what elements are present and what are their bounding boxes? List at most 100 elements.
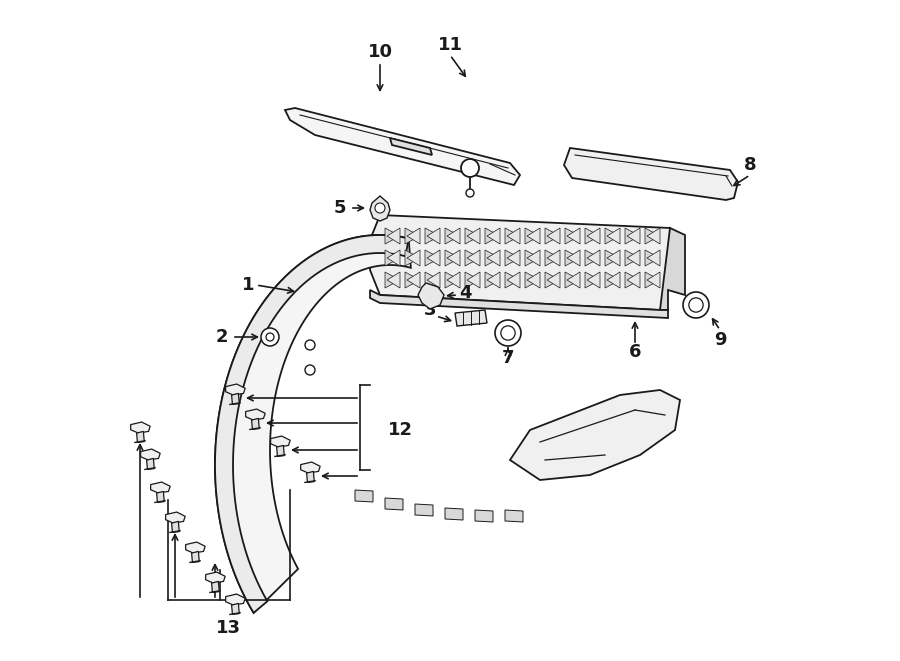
- Polygon shape: [487, 228, 500, 244]
- Polygon shape: [445, 228, 460, 244]
- Polygon shape: [405, 228, 420, 244]
- Polygon shape: [215, 235, 410, 613]
- Polygon shape: [607, 228, 620, 244]
- Polygon shape: [427, 272, 440, 288]
- Polygon shape: [647, 250, 660, 266]
- Polygon shape: [172, 522, 179, 533]
- Polygon shape: [231, 603, 239, 615]
- Polygon shape: [385, 250, 400, 266]
- Polygon shape: [390, 138, 432, 155]
- Polygon shape: [465, 272, 480, 288]
- Polygon shape: [485, 250, 500, 266]
- Polygon shape: [147, 458, 154, 469]
- Polygon shape: [645, 250, 660, 266]
- Text: 8: 8: [743, 156, 756, 174]
- Polygon shape: [231, 393, 239, 405]
- Polygon shape: [447, 228, 460, 244]
- Polygon shape: [407, 228, 420, 244]
- Polygon shape: [226, 594, 245, 605]
- Polygon shape: [475, 510, 493, 522]
- Circle shape: [266, 333, 274, 341]
- Polygon shape: [467, 228, 480, 244]
- Polygon shape: [252, 418, 259, 430]
- Polygon shape: [387, 272, 400, 288]
- Polygon shape: [565, 228, 580, 244]
- Polygon shape: [370, 196, 390, 221]
- Polygon shape: [585, 228, 600, 244]
- Polygon shape: [567, 228, 580, 244]
- Polygon shape: [645, 272, 660, 288]
- Circle shape: [461, 159, 479, 177]
- Polygon shape: [607, 250, 620, 266]
- Polygon shape: [137, 432, 144, 442]
- Polygon shape: [166, 512, 185, 523]
- Polygon shape: [418, 283, 444, 309]
- Polygon shape: [157, 491, 164, 502]
- Polygon shape: [185, 542, 205, 553]
- Circle shape: [495, 320, 521, 346]
- Polygon shape: [276, 446, 284, 457]
- Polygon shape: [445, 250, 460, 266]
- Text: 7: 7: [502, 349, 514, 367]
- Polygon shape: [205, 572, 225, 583]
- Text: 13: 13: [215, 619, 240, 637]
- Polygon shape: [140, 449, 160, 460]
- Polygon shape: [545, 250, 560, 266]
- Polygon shape: [525, 272, 540, 288]
- Polygon shape: [385, 498, 403, 510]
- Polygon shape: [427, 250, 440, 266]
- Polygon shape: [370, 215, 672, 310]
- Polygon shape: [487, 272, 500, 288]
- Circle shape: [305, 340, 315, 350]
- Text: 2: 2: [216, 328, 229, 346]
- Text: 1: 1: [242, 276, 254, 294]
- Polygon shape: [301, 462, 320, 473]
- Polygon shape: [545, 272, 560, 288]
- Polygon shape: [505, 272, 520, 288]
- Polygon shape: [355, 490, 373, 502]
- Text: 5: 5: [334, 199, 346, 217]
- Polygon shape: [547, 272, 560, 288]
- Polygon shape: [415, 504, 433, 516]
- Polygon shape: [246, 409, 266, 420]
- Polygon shape: [525, 250, 540, 266]
- Polygon shape: [605, 228, 620, 244]
- Polygon shape: [605, 272, 620, 288]
- Polygon shape: [567, 272, 580, 288]
- Circle shape: [683, 292, 709, 318]
- Polygon shape: [587, 250, 600, 266]
- Polygon shape: [564, 148, 738, 200]
- Polygon shape: [607, 272, 620, 288]
- Polygon shape: [215, 235, 409, 613]
- Text: 3: 3: [424, 301, 436, 319]
- Polygon shape: [660, 228, 685, 310]
- Polygon shape: [527, 250, 540, 266]
- Polygon shape: [647, 228, 660, 244]
- Polygon shape: [525, 228, 540, 244]
- Polygon shape: [425, 250, 440, 266]
- Polygon shape: [545, 228, 560, 244]
- Polygon shape: [627, 272, 640, 288]
- Polygon shape: [445, 508, 463, 520]
- Polygon shape: [150, 482, 170, 493]
- Polygon shape: [510, 390, 680, 480]
- Polygon shape: [587, 228, 600, 244]
- Polygon shape: [407, 272, 420, 288]
- Polygon shape: [387, 228, 400, 244]
- Polygon shape: [427, 228, 440, 244]
- Polygon shape: [387, 250, 400, 266]
- Circle shape: [375, 203, 385, 213]
- Polygon shape: [487, 250, 500, 266]
- Polygon shape: [507, 250, 520, 266]
- Polygon shape: [587, 272, 600, 288]
- Text: 10: 10: [367, 43, 392, 61]
- Polygon shape: [567, 250, 580, 266]
- Polygon shape: [647, 272, 660, 288]
- Polygon shape: [212, 582, 220, 592]
- Polygon shape: [465, 250, 480, 266]
- Polygon shape: [405, 250, 420, 266]
- Polygon shape: [627, 250, 640, 266]
- Polygon shape: [425, 228, 440, 244]
- Polygon shape: [307, 471, 314, 483]
- Polygon shape: [407, 250, 420, 266]
